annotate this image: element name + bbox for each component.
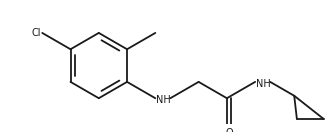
Text: NH: NH bbox=[256, 79, 271, 89]
Text: Cl: Cl bbox=[32, 28, 42, 38]
Text: O: O bbox=[225, 128, 232, 132]
Text: NH: NH bbox=[156, 95, 171, 105]
